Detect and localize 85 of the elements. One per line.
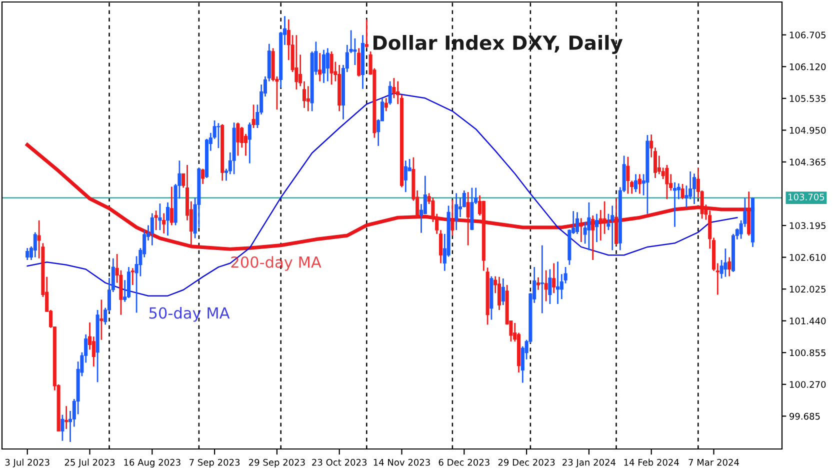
candlestick [552,262,556,294]
ref-line-label: 103.705 [788,194,824,200]
candlestick [150,212,154,246]
candlestick [594,213,599,243]
candlestick [248,122,252,164]
candlestick [450,199,454,236]
x-tick-label: 6 Dec 2023 [438,458,490,466]
candlestick [100,298,104,341]
candlestick [626,156,630,194]
candlestick [64,405,68,430]
candlestick [294,34,298,90]
candlestick [158,202,162,231]
y-tick-label: 103.195 [790,222,826,230]
candlestick [322,49,326,84]
x-tick-label: 23 Jan 2024 [562,458,616,468]
candlestick [357,47,361,78]
candlestick [166,202,170,236]
candlestick [724,248,728,278]
candlestick [665,164,669,200]
y-tick-label: 106.705 [790,32,826,38]
candlestick [236,122,240,156]
candlestick [692,172,696,205]
candlestick [548,268,552,305]
candlestick [353,38,357,66]
y-tick-label: 100.270 [790,381,826,388]
x-tick-label: 3 Jul 2023 [5,458,50,468]
series-label: 50-day MA [149,306,230,322]
x-tick-label: 29 Dec 2023 [498,458,555,466]
candlestick [556,260,560,305]
candlestick [252,104,256,129]
candlestick [536,276,540,291]
series-label: 200-day MA [231,256,322,271]
x-tick-label: 16 Aug 2023 [124,458,180,468]
candlestick [216,122,220,149]
y-tick-label: 106.120 [790,63,826,70]
y-tick-label: 101.440 [790,318,826,324]
x-tick-label: 7 Mar 2024 [688,458,739,466]
candlestick [364,18,368,49]
y-tick-label: 105.535 [790,95,826,102]
y-tick-label: 100.855 [790,349,826,356]
candlestick [544,270,548,302]
candlestick [384,97,388,112]
candlestick [501,278,505,306]
x-tick-label: 7 Sep 2023 [190,458,240,468]
candlestick [587,202,591,251]
x-tick-label: 29 Sep 2023 [249,458,305,468]
y-tick-label: 104.365 [790,158,826,166]
candlestick [404,160,408,193]
candlestick [672,182,677,228]
candlestick [497,276,502,311]
candlestick [454,192,458,231]
x-tick-label: 25 Jul 2023 [64,458,115,468]
candlestick [638,173,642,194]
candlestick [598,209,602,242]
x-tick-label: 14 Feb 2024 [624,458,679,466]
candlestick [306,85,310,112]
candlestick [33,232,37,258]
candlestick [130,267,134,286]
candlestick [610,204,614,251]
candlestick [60,414,64,442]
candlestick [388,80,392,106]
y-tick-label: 102.025 [790,286,826,293]
candlestick [154,210,158,231]
candlestick [466,191,470,246]
candlestick [330,50,334,86]
candlestick [170,186,174,226]
candlestick [26,247,30,261]
candlestick [318,52,322,82]
candlestick [540,244,544,314]
candlestick [575,212,580,235]
y-tick-label: 102.610 [790,254,826,261]
candlestick [680,183,684,200]
text: Dollar Index DXY, Daily [374,34,623,54]
candlestick [634,173,638,193]
candlestick [162,212,166,234]
candlestick [657,155,661,175]
candlestick [201,168,205,185]
x-tick-label: 14 Nov 2023 [374,458,430,466]
candlestick [579,217,583,243]
y-tick-label: 99.685 [790,412,820,420]
y-tick-label: 104.950 [790,126,826,134]
x-tick-label: 23 Oct 2023 [312,458,367,466]
candlestick [728,256,732,277]
candlestick [326,47,330,82]
candlestick [602,200,606,235]
